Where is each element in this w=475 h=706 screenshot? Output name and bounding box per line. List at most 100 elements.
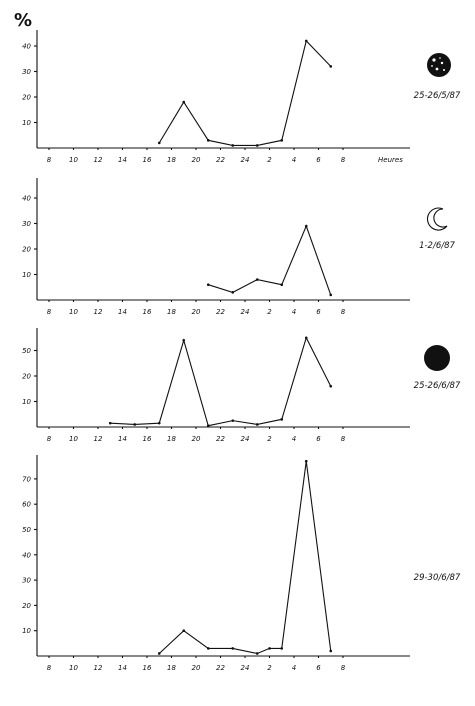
- data-point: [231, 291, 235, 294]
- x-tick-label: 24: [241, 308, 250, 316]
- data-point: [206, 424, 210, 428]
- x-tick-label: 4: [292, 308, 296, 316]
- y-tick-label: 10: [22, 119, 31, 127]
- y-tick-label: 40: [22, 195, 31, 203]
- x-tick-label: 14: [118, 664, 127, 672]
- y-tick-label: 10: [22, 627, 31, 635]
- x-tick-label: 8: [341, 156, 346, 164]
- series-line: [158, 461, 332, 655]
- data-point: [329, 293, 333, 297]
- x-tick-label: 6: [316, 435, 321, 443]
- date-label: 29-30/6/87: [414, 573, 461, 583]
- x-tick-label: 20: [192, 156, 201, 164]
- y-tick-label: 30: [22, 577, 31, 585]
- y-tick-label: 70: [22, 475, 31, 483]
- moon-crater: [443, 69, 445, 71]
- y-tick-label: 30: [22, 68, 31, 76]
- data-point: [329, 649, 333, 653]
- data-point: [255, 278, 259, 281]
- data-point: [255, 423, 259, 426]
- x-tick-label: 22: [216, 308, 225, 316]
- x-tick-label: 20: [192, 664, 201, 672]
- data-point: [280, 647, 284, 650]
- y-tick-label: 10: [22, 271, 31, 279]
- series-line: [158, 39, 332, 146]
- moon-crater: [432, 58, 436, 62]
- data-point: [255, 652, 259, 655]
- data-point: [231, 419, 235, 422]
- data-point: [182, 100, 186, 104]
- data-point: [329, 65, 333, 68]
- x-tick-label: 12: [94, 435, 103, 443]
- y-tick-label: 50: [22, 347, 31, 355]
- data-point: [268, 647, 271, 650]
- data-point: [206, 283, 210, 287]
- x-tick-label: 6: [316, 308, 321, 316]
- y-tick-label: 10: [22, 398, 31, 406]
- y-tick-label: 40: [22, 551, 31, 559]
- x-tick-label: 24: [241, 156, 250, 164]
- x-tick-label: 18: [167, 435, 176, 443]
- x-tick-label: 2: [267, 435, 272, 443]
- y-tick-label: 30: [22, 220, 31, 228]
- data-point: [304, 224, 308, 228]
- data-point: [133, 423, 137, 426]
- data-point: [304, 39, 308, 43]
- x-tick-label: 4: [292, 156, 296, 164]
- y-tick-label: 60: [22, 501, 31, 509]
- date-label: 1-2/6/87: [419, 241, 455, 251]
- y-tick-label: 40: [22, 43, 31, 51]
- data-point: [255, 144, 259, 147]
- x-tick-label: 8: [47, 156, 52, 164]
- y-tick-label: 20: [22, 246, 31, 254]
- data-point: [304, 459, 308, 463]
- x-tick-label: 18: [167, 156, 176, 164]
- x-tick-label: 16: [143, 308, 152, 316]
- x-tick-label: 8: [341, 308, 346, 316]
- data-point: [280, 139, 284, 142]
- moon-crater: [439, 57, 441, 59]
- x-tick-label: 20: [192, 435, 201, 443]
- x-tick-label: 18: [167, 308, 176, 316]
- x-tick-label: 8: [47, 435, 52, 443]
- x-tick-label: 10: [69, 664, 78, 672]
- date-label: 25-26/6/87: [414, 381, 461, 391]
- x-tick-label: 24: [241, 435, 250, 443]
- data-point: [182, 339, 186, 342]
- x-tick-label: 14: [118, 435, 127, 443]
- x-tick-label: 20: [192, 308, 201, 316]
- data-point: [157, 421, 161, 425]
- y-unit-label: %: [14, 10, 32, 31]
- x-tick-label: 4: [292, 664, 296, 672]
- x-tick-label: 4: [292, 435, 296, 443]
- data-point: [206, 139, 210, 142]
- data-point: [206, 647, 210, 650]
- x-tick-label: 16: [143, 156, 152, 164]
- data-point: [157, 652, 161, 655]
- y-tick-label: 20: [22, 602, 31, 610]
- x-tick-label: 18: [167, 664, 176, 672]
- x-tick-label: 2: [267, 308, 272, 316]
- data-point: [108, 421, 112, 425]
- y-tick-label: 20: [22, 373, 31, 381]
- data-point: [231, 144, 235, 147]
- x-tick-label: 16: [143, 435, 152, 443]
- data-point: [182, 629, 186, 632]
- moon-crater: [440, 61, 444, 65]
- x-tick-label: 6: [316, 156, 321, 164]
- x-tick-label: 14: [118, 156, 127, 164]
- series-line: [208, 224, 332, 296]
- y-tick-label: 50: [22, 526, 31, 534]
- x-tick-label: 8: [341, 435, 346, 443]
- x-tick-label: 8: [47, 308, 52, 316]
- x-tick-label: 24: [241, 664, 250, 672]
- x-tick-label: 6: [316, 664, 321, 672]
- series-line: [110, 336, 332, 427]
- x-tick-label: 14: [118, 308, 127, 316]
- data-point: [280, 283, 284, 287]
